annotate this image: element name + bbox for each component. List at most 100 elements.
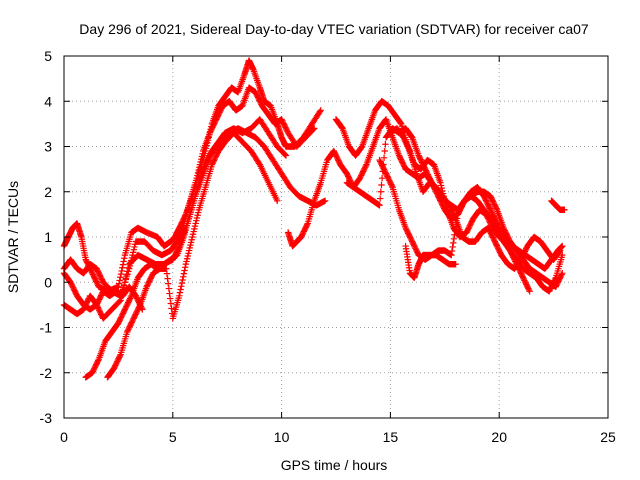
data-point — [176, 289, 184, 296]
data-point — [122, 275, 129, 282]
y-tick-label: -1 — [40, 320, 53, 336]
data-point — [559, 242, 566, 250]
data-point — [127, 293, 135, 301]
data-point — [397, 119, 404, 127]
data-point — [378, 181, 385, 189]
data-point — [556, 248, 563, 255]
data-point — [121, 255, 128, 262]
data-point — [451, 231, 458, 238]
data-point — [163, 270, 171, 277]
data-point — [448, 247, 456, 255]
data-point — [382, 141, 389, 148]
data-point — [168, 305, 175, 312]
data-point — [310, 126, 317, 133]
data-point — [303, 221, 311, 228]
series-arc-11 — [387, 125, 564, 272]
data-point — [451, 214, 459, 221]
data-point — [556, 247, 564, 254]
data-point — [124, 268, 131, 275]
data-point — [311, 125, 318, 132]
x-axis-label: GPS time / hours — [281, 457, 388, 473]
data-point — [166, 295, 174, 302]
data-point — [116, 298, 123, 305]
data-point — [125, 264, 132, 271]
y-axis-label: SDTVAR / TECUs — [5, 181, 21, 293]
data-point — [167, 300, 175, 307]
data-point — [388, 182, 396, 190]
data-point — [450, 239, 457, 247]
data-point — [178, 279, 186, 287]
x-tick-label: 20 — [491, 429, 507, 445]
data-point — [281, 151, 289, 158]
data-point — [165, 285, 173, 292]
data-point — [317, 107, 324, 114]
y-tick-label: 3 — [44, 139, 52, 155]
y-tick-label: 2 — [44, 184, 52, 200]
data-point — [178, 283, 185, 290]
data-point — [177, 286, 184, 293]
data-point — [452, 227, 459, 234]
series-arc-6 — [60, 283, 146, 318]
data-point — [118, 267, 125, 275]
x-tick-label: 15 — [383, 429, 399, 445]
data-point — [119, 264, 126, 271]
data-point — [120, 258, 127, 265]
data-point — [182, 264, 189, 271]
data-point — [94, 357, 102, 364]
x-tick-label: 0 — [60, 429, 68, 445]
data-point — [525, 286, 533, 294]
data-point — [378, 174, 386, 182]
data-point — [165, 280, 172, 287]
data-point — [138, 304, 145, 312]
data-point — [526, 288, 533, 295]
data-point — [180, 273, 187, 281]
data-point — [381, 147, 388, 155]
data-point — [362, 162, 370, 170]
axis-ticks — [63, 55, 609, 419]
data-point — [316, 108, 324, 115]
data-point — [380, 154, 388, 162]
data-point — [179, 276, 186, 284]
data-point — [559, 251, 566, 259]
data-point — [117, 270, 125, 278]
chart-title: Day 296 of 2021, Sidereal Day-to-day VTE… — [79, 21, 589, 37]
y-tick-label: -2 — [40, 365, 53, 381]
data-point — [321, 197, 329, 204]
data-point — [163, 265, 170, 272]
data-point — [377, 188, 385, 195]
data-point — [450, 235, 458, 243]
data-point — [139, 306, 146, 313]
x-tick-label: 25 — [600, 429, 616, 445]
series-arc-12 — [402, 242, 459, 281]
data-point — [123, 271, 130, 279]
data-point — [116, 277, 123, 284]
data-point — [406, 146, 413, 153]
y-tick-label: 4 — [44, 93, 52, 109]
data-point — [558, 271, 565, 278]
data-point — [117, 274, 124, 281]
x-tick-labels: 0 5 10 15 20 25 — [60, 429, 616, 445]
y-tick-labels: -3 -2 -1 0 1 2 3 4 5 — [40, 48, 53, 426]
y-tick-label: 5 — [44, 48, 52, 64]
data-point — [119, 261, 127, 268]
data-point — [115, 283, 122, 290]
data-point — [164, 275, 171, 282]
data-point — [282, 152, 290, 159]
data-point — [376, 202, 383, 209]
y-tick-label: 1 — [44, 229, 52, 245]
data-point — [452, 260, 459, 268]
data-point — [116, 352, 124, 360]
data-point — [559, 270, 566, 277]
data-point — [561, 206, 568, 214]
data-point — [449, 243, 456, 251]
x-tick-label: 10 — [274, 429, 290, 445]
data-point — [376, 195, 384, 202]
y-tick-label: 0 — [44, 274, 52, 290]
data-point — [117, 297, 124, 304]
data-point — [181, 267, 188, 274]
data-point — [120, 282, 128, 290]
data-point — [176, 292, 183, 300]
data-point — [448, 251, 455, 259]
